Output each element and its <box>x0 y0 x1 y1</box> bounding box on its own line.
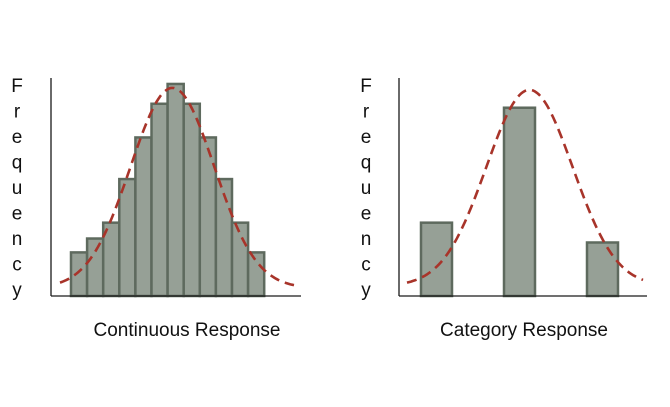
y-label-letter: q <box>361 153 372 174</box>
y-label-letter: r <box>14 102 21 123</box>
category-x-axis-label: Category Response <box>440 320 608 341</box>
y-label-letter: c <box>361 255 371 276</box>
y-label-letter: y <box>12 280 22 301</box>
y-label-letter: e <box>12 204 23 225</box>
y-label-letter: F <box>11 76 23 97</box>
category-bar <box>419 221 454 298</box>
y-label-letter: e <box>12 127 23 148</box>
histogram-bar <box>118 177 137 298</box>
histogram-bar <box>150 102 169 298</box>
y-label-letter: u <box>361 178 372 199</box>
histogram-x-axis-label: Continuous Response <box>94 320 281 341</box>
y-label-letter: F <box>360 76 372 97</box>
category-normal-curve <box>406 88 644 284</box>
histogram-normal-curve <box>59 86 295 287</box>
histogram-bar <box>69 251 89 298</box>
y-label-letter: c <box>12 255 22 276</box>
y-label-letter: q <box>12 153 23 174</box>
histogram-bar <box>182 102 202 298</box>
y-label-letter: e <box>361 127 372 148</box>
category-bar <box>585 241 620 298</box>
histogram-bar <box>166 82 185 298</box>
category-bars <box>419 106 620 298</box>
y-label-letter: y <box>361 280 371 301</box>
y-label-letter: e <box>361 204 372 225</box>
histogram-bar <box>230 221 250 298</box>
y-label-letter: r <box>363 102 370 123</box>
y-label-letter: n <box>361 229 372 250</box>
y-label-letter: n <box>12 229 23 250</box>
histogram-bar <box>85 237 105 298</box>
category-bar <box>502 106 537 298</box>
histogram-bar <box>134 136 153 298</box>
y-label-letter: u <box>12 178 23 199</box>
histogram-bars <box>69 82 266 298</box>
histogram-bar <box>198 136 218 298</box>
